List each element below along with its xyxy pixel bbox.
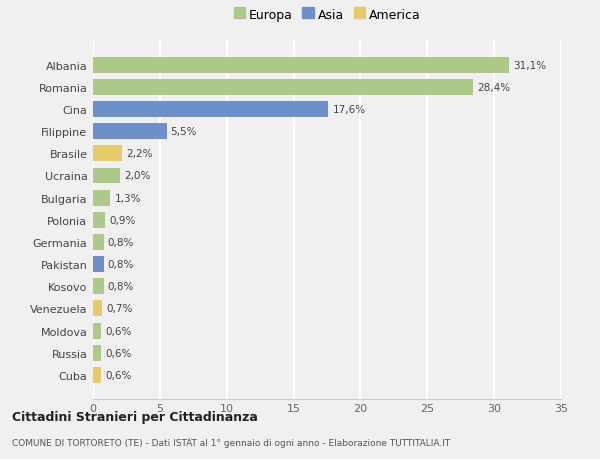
Bar: [93, 213, 105, 228]
Bar: [93, 190, 110, 206]
Text: 0,8%: 0,8%: [108, 259, 134, 269]
Text: 0,8%: 0,8%: [108, 237, 134, 247]
Text: 28,4%: 28,4%: [477, 83, 510, 93]
Text: 1,3%: 1,3%: [115, 193, 141, 203]
Text: COMUNE DI TORTORETO (TE) - Dati ISTAT al 1° gennaio di ogni anno - Elaborazione : COMUNE DI TORTORETO (TE) - Dati ISTAT al…: [12, 438, 450, 447]
Bar: [93, 146, 122, 162]
Legend: Europa, Asia, America: Europa, Asia, America: [231, 6, 423, 24]
Text: Cittadini Stranieri per Cittadinanza: Cittadini Stranieri per Cittadinanza: [12, 410, 258, 423]
Bar: [93, 57, 509, 73]
Text: 0,8%: 0,8%: [108, 282, 134, 291]
Text: 0,9%: 0,9%: [109, 215, 136, 225]
Text: 5,5%: 5,5%: [170, 127, 197, 137]
Bar: [93, 345, 101, 361]
Bar: [93, 235, 104, 251]
Text: 17,6%: 17,6%: [332, 105, 365, 115]
Text: 0,7%: 0,7%: [106, 304, 133, 314]
Text: 0,6%: 0,6%: [105, 326, 131, 336]
Bar: [93, 124, 167, 140]
Text: 2,0%: 2,0%: [124, 171, 150, 181]
Bar: [93, 301, 103, 317]
Text: 0,6%: 0,6%: [105, 370, 131, 380]
Text: 0,6%: 0,6%: [105, 348, 131, 358]
Text: 31,1%: 31,1%: [513, 61, 546, 71]
Bar: [93, 257, 104, 273]
Bar: [93, 102, 328, 118]
Bar: [93, 367, 101, 383]
Bar: [93, 168, 120, 184]
Bar: [93, 80, 473, 95]
Bar: [93, 279, 104, 295]
Text: 2,2%: 2,2%: [127, 149, 153, 159]
Bar: [93, 323, 101, 339]
